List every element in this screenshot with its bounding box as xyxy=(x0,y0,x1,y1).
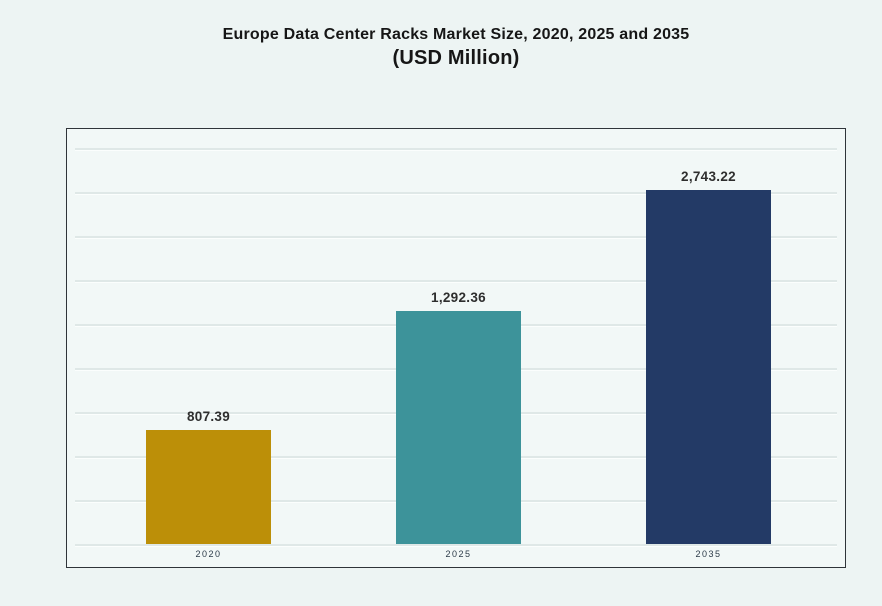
bar-value-label-2035: 2,743.22 xyxy=(681,169,736,184)
chart-title-block: Europe Data Center Racks Market Size, 20… xyxy=(66,26,846,70)
bar-value-label-2020: 807.39 xyxy=(186,409,231,424)
gridline xyxy=(75,148,837,151)
x-tick-label-2025: 2025 xyxy=(445,549,472,559)
gridline xyxy=(75,192,837,195)
x-tick-label-2035: 2035 xyxy=(695,549,722,559)
bar-2035 xyxy=(646,190,771,544)
bar-2025 xyxy=(396,311,521,544)
gridline xyxy=(75,236,837,239)
chart-subtitle: (USD Million) xyxy=(392,47,520,69)
plot-area: 807.39 2020 1,292.36 2025 2,743.22 2035 xyxy=(66,128,846,568)
gridline xyxy=(75,280,837,283)
gridline xyxy=(75,544,837,547)
bar-2020 xyxy=(146,430,271,544)
chart-title: Europe Data Center Racks Market Size, 20… xyxy=(222,26,690,43)
bar-value-label-2025: 1,292.36 xyxy=(431,290,486,305)
x-tick-label-2020: 2020 xyxy=(195,549,222,559)
